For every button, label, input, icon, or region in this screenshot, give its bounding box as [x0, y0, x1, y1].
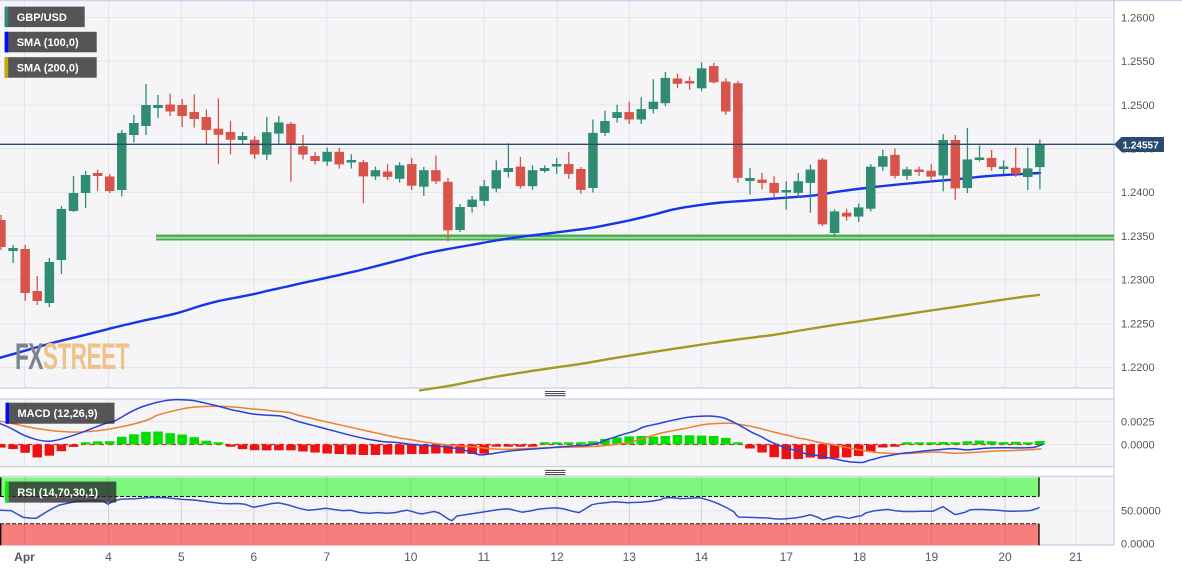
- svg-text:GBP/USD: GBP/USD: [17, 12, 67, 24]
- svg-text:11: 11: [478, 550, 491, 564]
- svg-text:18: 18: [853, 550, 867, 564]
- svg-text:FXSTREET: FXSTREET: [15, 335, 130, 377]
- svg-text:1.2300: 1.2300: [1121, 275, 1155, 287]
- svg-text:13: 13: [623, 550, 637, 564]
- svg-text:1.24557: 1.24557: [1123, 140, 1160, 151]
- svg-text:1.2200: 1.2200: [1121, 362, 1155, 374]
- svg-text:MACD (12,26,9): MACD (12,26,9): [18, 408, 98, 420]
- svg-text:5: 5: [178, 550, 185, 564]
- svg-text:1.2400: 1.2400: [1121, 187, 1155, 199]
- svg-text:6: 6: [250, 550, 257, 564]
- svg-text:20: 20: [998, 550, 1012, 564]
- svg-text:12: 12: [550, 550, 564, 564]
- svg-text:SMA (200,0): SMA (200,0): [17, 62, 79, 74]
- svg-text:SMA (100,0): SMA (100,0): [17, 37, 79, 49]
- svg-text:21: 21: [1069, 550, 1083, 564]
- svg-text:0.0025: 0.0025: [1121, 416, 1155, 428]
- svg-text:0.0000: 0.0000: [1121, 439, 1155, 451]
- svg-text:10: 10: [404, 550, 418, 564]
- svg-text:1.2350: 1.2350: [1121, 231, 1155, 243]
- svg-text:14: 14: [695, 550, 709, 564]
- svg-text:1.2550: 1.2550: [1121, 56, 1155, 68]
- svg-text:Apr: Apr: [14, 550, 35, 564]
- svg-text:RSI (14,70,30,1): RSI (14,70,30,1): [17, 487, 98, 499]
- svg-text:17: 17: [780, 550, 794, 564]
- svg-text:50.0000: 50.0000: [1121, 506, 1161, 518]
- svg-text:7: 7: [324, 550, 331, 564]
- svg-text:19: 19: [925, 550, 939, 564]
- svg-text:0.0000: 0.0000: [1121, 539, 1155, 551]
- svg-text:1.2500: 1.2500: [1121, 100, 1155, 112]
- svg-text:1.2600: 1.2600: [1121, 12, 1155, 24]
- svg-text:1.2250: 1.2250: [1121, 319, 1155, 331]
- svg-text:4: 4: [105, 550, 112, 564]
